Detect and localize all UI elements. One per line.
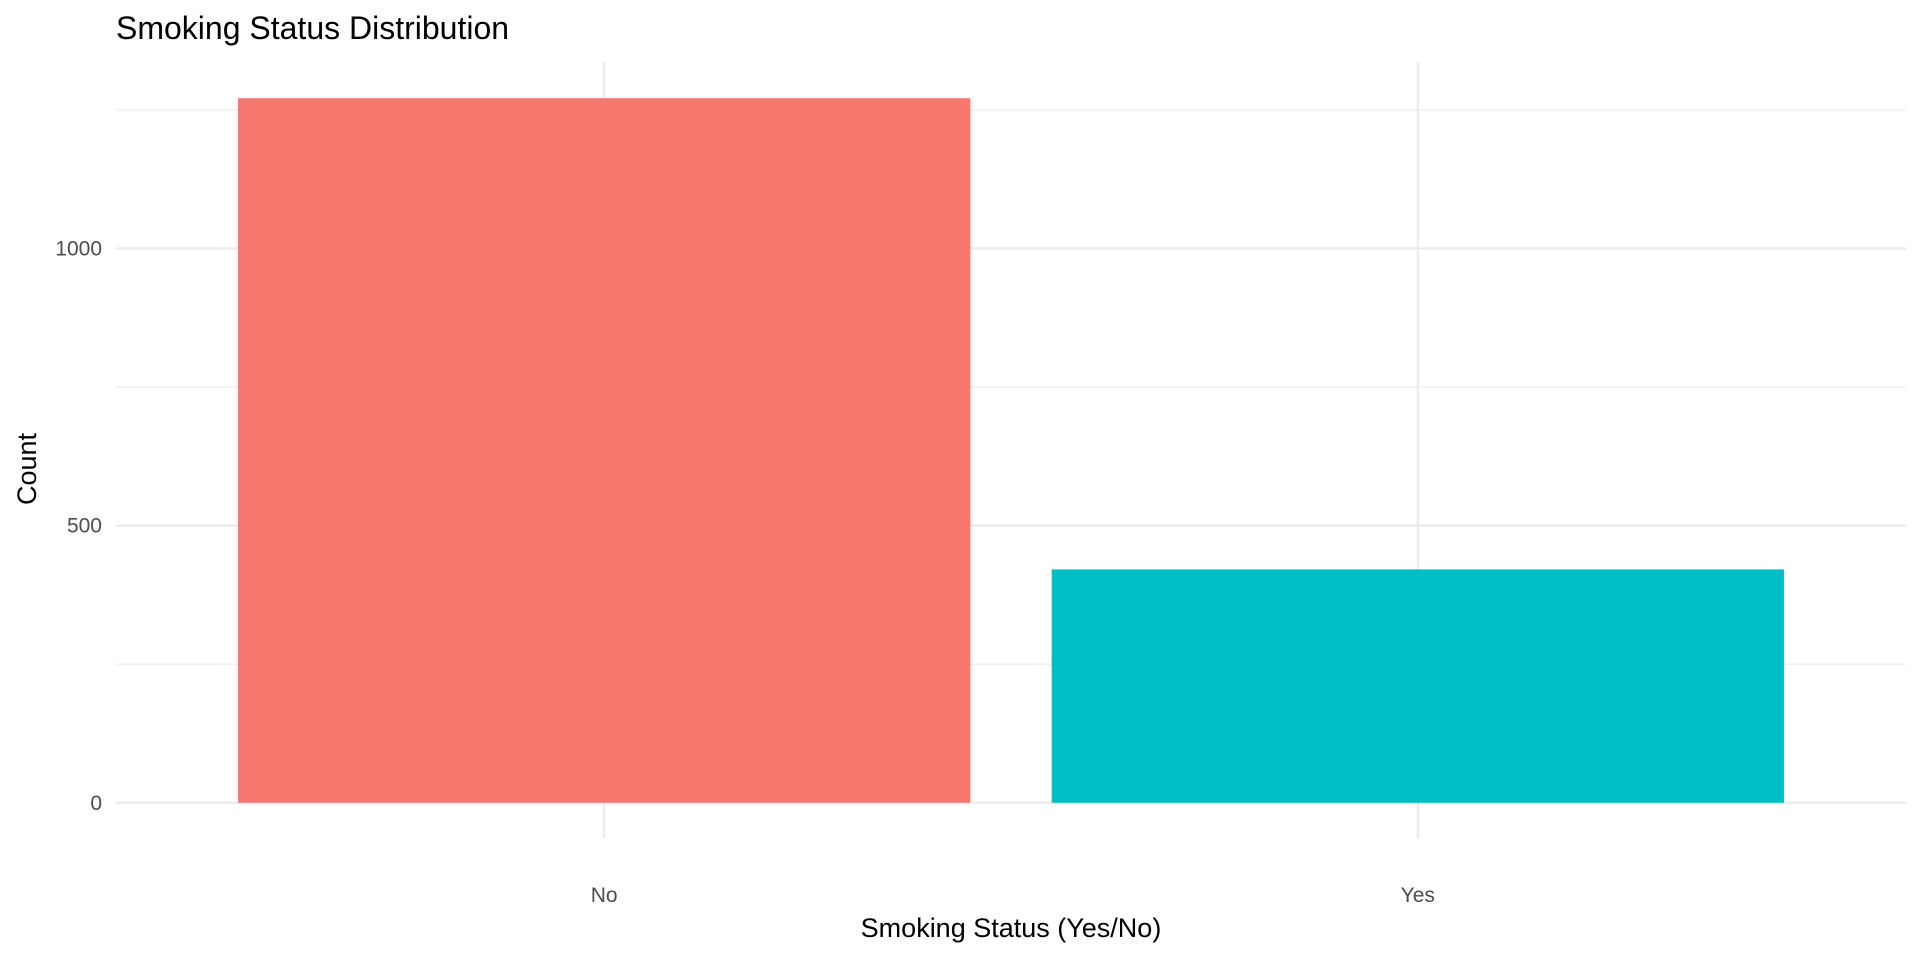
y-tick-label: 1000 — [55, 237, 102, 260]
x-tick-label: No — [591, 884, 618, 907]
x-axis-title: Smoking Status (Yes/No) — [861, 913, 1162, 943]
y-tick-label: 500 — [67, 515, 102, 538]
x-tick-label: Yes — [1401, 884, 1435, 907]
chart-title: Smoking Status Distribution — [116, 10, 509, 46]
y-axis-title: Count — [12, 432, 42, 505]
y-axis: 0 500 1000 — [55, 237, 102, 814]
bar-yes — [1051, 569, 1784, 803]
bar-no — [238, 98, 971, 803]
x-axis: No Yes — [591, 884, 1435, 907]
bars — [238, 98, 1784, 803]
y-tick-label: 0 — [90, 792, 102, 815]
